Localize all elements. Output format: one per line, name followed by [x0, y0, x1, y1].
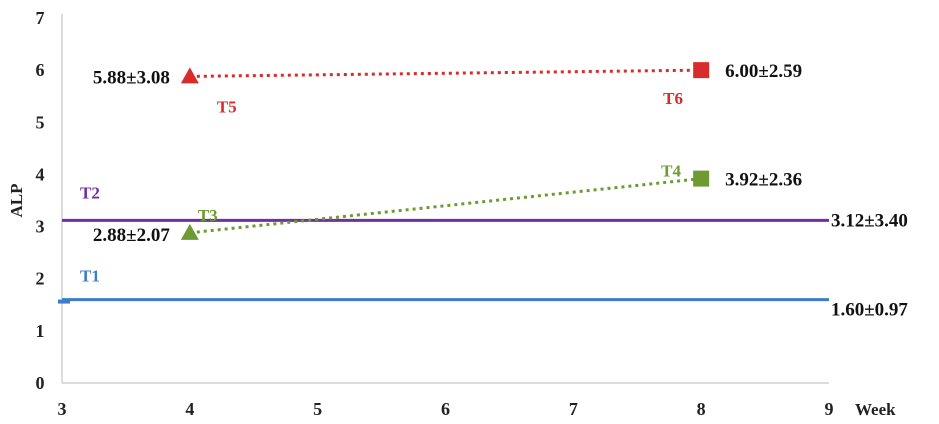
point-name-label: T4: [661, 162, 681, 181]
y-tick-label: 1: [36, 321, 45, 341]
square-marker-t4: [693, 170, 710, 187]
axes: [61, 14, 829, 384]
reference-line-name: T2: [80, 183, 100, 202]
x-tick-label: 8: [697, 399, 706, 419]
point-value-label: 3.92±2.36: [725, 170, 802, 191]
y-tick-label: 3: [36, 217, 45, 237]
reference-line-value: 1.60±0.97: [831, 300, 908, 321]
x-tick-label: 7: [569, 399, 578, 419]
y-tick-label: 2: [36, 269, 45, 289]
x-tick-label: 6: [441, 399, 450, 419]
y-tick-label: 7: [36, 8, 45, 28]
point-value-label: 2.88±2.07: [93, 225, 170, 246]
x-tick-label: 3: [58, 399, 67, 419]
y-tick-label: 5: [36, 112, 45, 132]
square-marker-t6: [693, 62, 710, 79]
y-axis-title: ALP: [7, 184, 26, 218]
point-name-label: T6: [663, 89, 683, 108]
x-tick-label: 4: [185, 399, 194, 419]
point-value-label: 5.88±3.08: [93, 67, 170, 88]
reference-line-name: T1: [80, 267, 100, 286]
chart-labels: 3 4 5 6 7 8 9 0 1 2 3 4 5 6 7 Week ALP T1 1.60±0.97 T2 3.12±…: [7, 8, 908, 419]
chart-marks: [58, 62, 829, 304]
triangle-marker-t3: [180, 223, 199, 240]
x-tick-label: 5: [313, 399, 322, 419]
x-axis-title: Week: [855, 400, 896, 419]
y-tick-label: 4: [36, 164, 45, 184]
point-name-label: T3: [198, 206, 218, 225]
x-tick-label: 9: [825, 399, 834, 419]
series-line-0: [189, 177, 702, 235]
y-tick-label: 6: [36, 60, 45, 80]
reference-line-value: 3.12±3.40: [831, 210, 908, 231]
triangle-marker-t5: [180, 67, 199, 84]
y-tick-label: 0: [36, 373, 45, 393]
point-name-label: T5: [217, 97, 237, 116]
series-line-1: [189, 68, 702, 78]
point-value-label: 6.00±2.59: [725, 61, 802, 82]
